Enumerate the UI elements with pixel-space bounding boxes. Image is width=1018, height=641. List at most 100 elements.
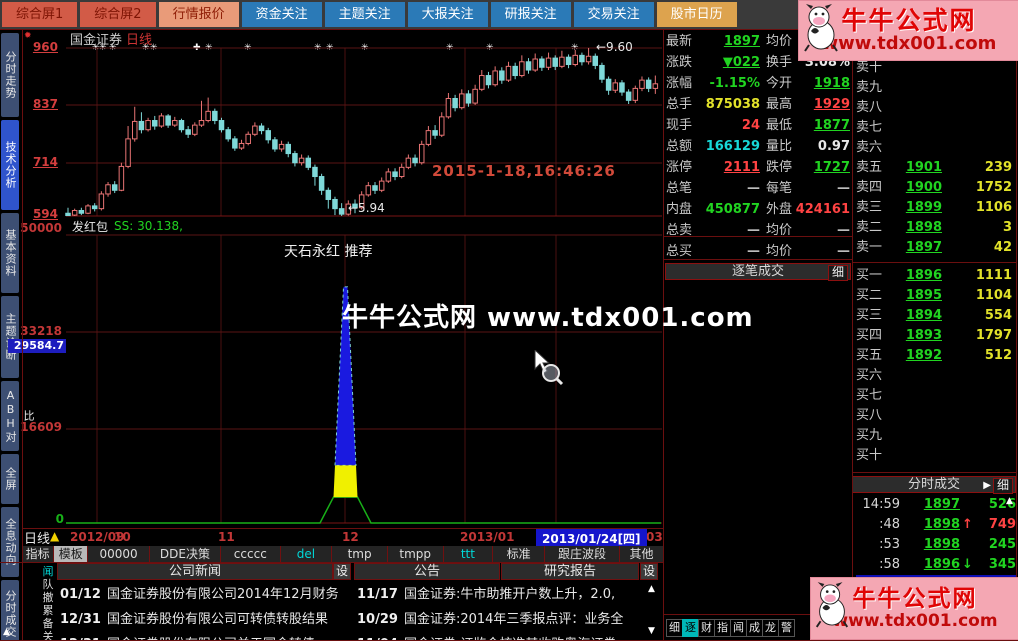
sell-row[interactable]: 卖五 1901 239 — [856, 158, 1016, 178]
trade-volume: 749 — [988, 517, 1016, 532]
news-vtab-关[interactable]: 关 — [42, 630, 54, 641]
top-tab-资金关注[interactable]: 资金关注 — [241, 2, 322, 27]
indicator-tab-跟庄波段[interactable]: 跟庄波段 — [545, 546, 621, 562]
news-item[interactable]: 11/04 国金证券:证监会核准其收购粤海证券 — [357, 633, 647, 641]
indicator-tab-ttt[interactable]: ttt — [444, 546, 494, 562]
trade-time: :58 — [879, 557, 900, 572]
news-vtab-撤[interactable]: 撤 — [42, 591, 54, 604]
period-button[interactable]: 日线 — [24, 532, 51, 547]
scroll-up-icon[interactable]: ▲ — [1006, 496, 1013, 506]
news-vtab-闻[interactable]: 闻 — [42, 565, 54, 578]
news-left-settings-button[interactable]: 设 — [333, 563, 351, 580]
low-annotation: ←5.94 — [348, 201, 385, 215]
news-right-header1[interactable]: 公告 — [354, 563, 500, 580]
news-right-settings-button[interactable]: 设 — [640, 563, 658, 580]
sell-row[interactable]: 卖十 — [856, 58, 1016, 78]
news-title: 国金证券股份有限公司可转债转股结果 — [106, 612, 328, 627]
sidebar-item-分时走势[interactable]: 分时走势 — [1, 33, 19, 117]
news-item[interactable]: 11/17 国金证券:牛市助推开户数上升，2.0, — [357, 583, 647, 607]
sell-row[interactable]: 卖七 — [856, 118, 1016, 138]
buy-level-label: 买八 — [856, 408, 883, 423]
quote-label: 内盘 — [666, 202, 693, 217]
top-tab-大报关注[interactable]: 大报关注 — [407, 2, 488, 27]
indicator-tab-标准[interactable]: 标准 — [493, 546, 545, 562]
buy-row[interactable]: 买三 1894 554 — [856, 306, 1016, 326]
time-sales-row[interactable]: :48 1898 ↑ 749 — [856, 515, 1016, 535]
buy-row[interactable]: 买八 — [856, 406, 1016, 426]
sell-row[interactable]: 卖九 — [856, 78, 1016, 98]
top-tab-交易关注[interactable]: 交易关注 — [573, 2, 654, 27]
news-left-header[interactable]: 公司新闻 — [57, 563, 333, 580]
news-vtab-备[interactable]: 备 — [42, 617, 54, 630]
top-tab-主题关注[interactable]: 主题关注 — [324, 2, 405, 27]
indicator-tab-del[interactable]: del — [281, 546, 333, 562]
trade-price: 1897 — [923, 497, 960, 512]
scroll-left-icon[interactable]: ▲ — [3, 627, 10, 637]
time-sales-detail-button[interactable]: 细 — [993, 478, 1013, 494]
buy-row[interactable]: 买六 — [856, 366, 1016, 386]
quote-label: 最高 — [766, 97, 793, 112]
top-tab-研报关注[interactable]: 研报关注 — [490, 2, 571, 27]
scroll-up-icon[interactable]: ▲ — [648, 584, 655, 594]
sell-row[interactable]: 卖一 1897 42 — [856, 238, 1016, 258]
buy-row[interactable]: 买七 — [856, 386, 1016, 406]
sidebar-item-分时成交[interactable]: 分时成交 — [1, 580, 19, 641]
top-tab-综合屏2[interactable]: 综合屏2 — [80, 2, 156, 27]
sidebar-item-基本资料[interactable]: 基本资料 — [1, 213, 19, 293]
news-item[interactable]: 12/31 国金证券股份有限公司关于国金转债 — [60, 633, 350, 641]
news-item[interactable]: 01/12 国金证券股份有限公司2014年12月财务 — [60, 583, 350, 607]
indicator-tab-ccccc[interactable]: ccccc — [221, 546, 281, 562]
buy-row[interactable]: 买一 1896 1111 — [856, 266, 1016, 286]
mini-tab-警[interactable]: 警 — [778, 619, 795, 637]
chart-stock-title: 国金证券 — [70, 33, 123, 48]
top-tab-综合屏1[interactable]: 综合屏1 — [2, 2, 78, 27]
tick-detail-button[interactable]: 细 — [828, 265, 848, 281]
top-tab-行情报价[interactable]: 行情报价 — [158, 2, 239, 27]
time-sales-row[interactable]: :58 1896 ↓ 345 — [856, 555, 1016, 575]
high-annotation: ←9.60 — [596, 40, 633, 54]
news-item[interactable]: 12/31 国金证券股份有限公司可转债转股结果 — [60, 608, 350, 632]
buy-price: 1896 — [905, 268, 942, 283]
sell-row[interactable]: 卖三 1899 1106 — [856, 198, 1016, 218]
sell-row[interactable]: 卖八 — [856, 98, 1016, 118]
buy-row[interactable]: 买九 — [856, 426, 1016, 446]
sell-row[interactable]: 卖六 — [856, 138, 1016, 158]
gear-icon[interactable]: ✹ — [24, 31, 32, 41]
indicator-tab-00000[interactable]: 00000 — [88, 546, 150, 562]
top-tab-股市日历[interactable]: 股市日历 — [656, 2, 737, 27]
buy-row[interactable]: 买四 1893 1797 — [856, 326, 1016, 346]
news-item[interactable]: 10/29 国金证券:2014年三季报点评：业务全 — [357, 608, 647, 632]
news-right-header2[interactable]: 研究报告 — [501, 563, 639, 580]
scroll-down-icon[interactable]: ▼ — [648, 626, 655, 636]
buy-row[interactable]: 买十 — [856, 446, 1016, 466]
time-sales-row[interactable]: :53 1898 245 — [856, 535, 1016, 555]
sidebar-item-技术分析[interactable]: 技术分析 — [1, 120, 19, 210]
quote-row: 总手 875038 最高 1929 — [666, 94, 852, 115]
sell-price: 1897 — [905, 240, 942, 255]
indicator-tab-DDE决策[interactable]: DDE决策 — [150, 546, 222, 562]
quote-label: 外盘 — [766, 202, 793, 217]
sidebar-item-全屏[interactable]: 全屏 — [1, 454, 19, 504]
news-date: 12/31 — [60, 612, 101, 627]
indicator-name: 发红包 — [72, 220, 109, 234]
news-vtab-队[interactable]: 队 — [42, 578, 54, 591]
period-dropdown-icon[interactable]: ▲ — [50, 529, 60, 543]
play-icon[interactable]: ▶ — [983, 480, 991, 491]
buy-row[interactable]: 买二 1895 1104 — [856, 286, 1016, 306]
buy-row[interactable]: 买五 1892 512 — [856, 346, 1016, 366]
sidebar-item-全息动向[interactable]: 全息动向 — [1, 507, 19, 577]
sell-level-label: 卖三 — [856, 200, 883, 215]
time-sales-row[interactable]: 14:59 1897 526 — [856, 495, 1016, 515]
trade-volume: 526 — [988, 497, 1016, 512]
sell-price: 1900 — [905, 180, 942, 195]
sidebar-item-ABH对比[interactable]: ABH对比 — [1, 381, 35, 451]
indicator-tab-tmpp[interactable]: tmpp — [388, 546, 444, 562]
buy-volume: 512 — [984, 348, 1012, 363]
sell-row[interactable]: 卖二 1898 3 — [856, 218, 1016, 238]
indicator-tab-指标[interactable]: 指标 — [22, 546, 55, 562]
news-vtab-累[interactable]: 累 — [42, 604, 54, 617]
indicator-tab-tmp[interactable]: tmp — [332, 546, 388, 562]
sell-row[interactable]: 卖四 1900 1752 — [856, 178, 1016, 198]
indicator-tab-模板[interactable]: 模板 — [54, 546, 89, 562]
